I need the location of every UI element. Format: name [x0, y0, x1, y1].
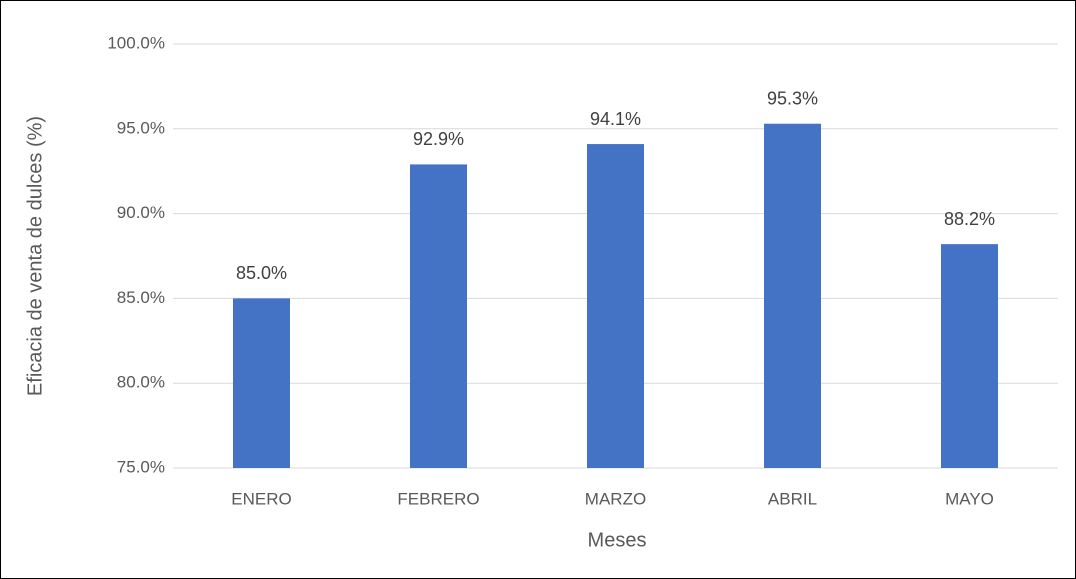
value-label: 88.2% [944, 209, 995, 229]
y-tick-label: 85.0% [117, 288, 165, 307]
x-tick-label: ENERO [231, 489, 291, 508]
value-label: 94.1% [590, 109, 641, 129]
y-tick-label: 90.0% [117, 203, 165, 222]
y-axis-title: Eficacia de venta de dulces (%) [24, 116, 46, 396]
bar [764, 123, 821, 468]
value-label: 92.9% [413, 129, 464, 149]
x-tick-label: MAYO [945, 489, 994, 508]
x-axis-title: Meses [588, 529, 647, 551]
y-tick-label: 95.0% [117, 118, 165, 137]
y-tick-label: 100.0% [107, 33, 165, 52]
y-tick-label: 75.0% [117, 457, 165, 476]
bar [410, 164, 467, 468]
bar [233, 298, 290, 468]
bar [587, 144, 644, 468]
x-tick-label: MARZO [585, 489, 646, 508]
y-tick-label: 80.0% [117, 373, 165, 392]
x-tick-label: ABRIL [768, 489, 817, 508]
x-tick-label: FEBRERO [397, 489, 479, 508]
bar [941, 244, 998, 468]
value-label: 95.3% [767, 88, 818, 108]
value-label: 85.0% [236, 263, 287, 283]
